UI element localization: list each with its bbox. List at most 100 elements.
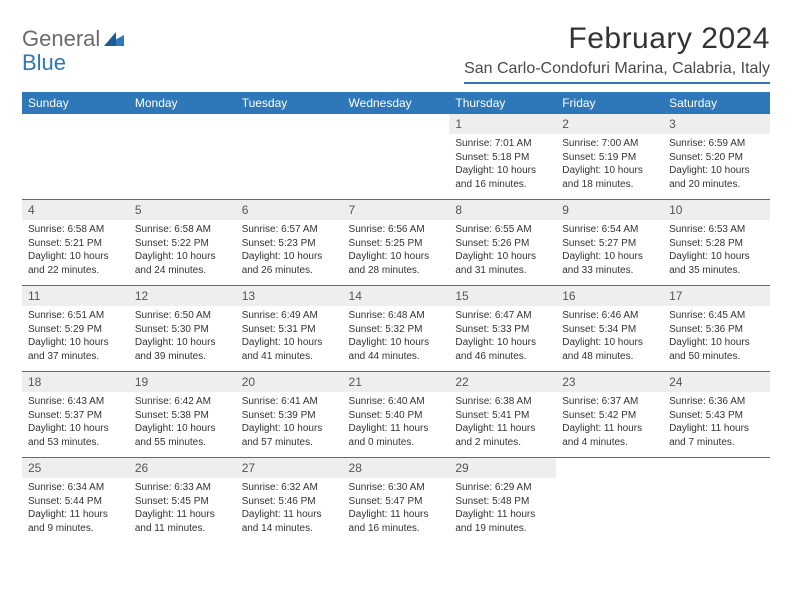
calendar-day-cell: 23Sunrise: 6:37 AMSunset: 5:42 PMDayligh… <box>556 372 663 458</box>
calendar-day-cell: 16Sunrise: 6:46 AMSunset: 5:34 PMDayligh… <box>556 286 663 372</box>
calendar-day-cell: .. <box>343 114 450 200</box>
day-details: Sunrise: 6:48 AMSunset: 5:32 PMDaylight:… <box>343 306 450 371</box>
day-details: Sunrise: 6:59 AMSunset: 5:20 PMDaylight:… <box>663 134 770 199</box>
day-number: 2 <box>556 114 663 134</box>
day-details: Sunrise: 6:55 AMSunset: 5:26 PMDaylight:… <box>449 220 556 285</box>
day-details: Sunrise: 6:46 AMSunset: 5:34 PMDaylight:… <box>556 306 663 371</box>
calendar-day-cell: 21Sunrise: 6:40 AMSunset: 5:40 PMDayligh… <box>343 372 450 458</box>
calendar-day-cell: 15Sunrise: 6:47 AMSunset: 5:33 PMDayligh… <box>449 286 556 372</box>
weekday-header: Friday <box>556 92 663 114</box>
day-details: Sunrise: 6:58 AMSunset: 5:21 PMDaylight:… <box>22 220 129 285</box>
calendar-day-cell: 24Sunrise: 6:36 AMSunset: 5:43 PMDayligh… <box>663 372 770 458</box>
calendar-week-row: 4Sunrise: 6:58 AMSunset: 5:21 PMDaylight… <box>22 200 770 286</box>
day-number: 23 <box>556 372 663 392</box>
day-details: Sunrise: 6:36 AMSunset: 5:43 PMDaylight:… <box>663 392 770 457</box>
calendar-day-cell: 22Sunrise: 6:38 AMSunset: 5:41 PMDayligh… <box>449 372 556 458</box>
calendar-day-cell: 8Sunrise: 6:55 AMSunset: 5:26 PMDaylight… <box>449 200 556 286</box>
logo: GeneralBlue <box>22 22 124 76</box>
day-number: 17 <box>663 286 770 306</box>
day-details: Sunrise: 6:58 AMSunset: 5:22 PMDaylight:… <box>129 220 236 285</box>
calendar-day-cell: 5Sunrise: 6:58 AMSunset: 5:22 PMDaylight… <box>129 200 236 286</box>
day-number: 13 <box>236 286 343 306</box>
day-number: 15 <box>449 286 556 306</box>
calendar-header-row: SundayMondayTuesdayWednesdayThursdayFrid… <box>22 92 770 114</box>
day-details: Sunrise: 6:45 AMSunset: 5:36 PMDaylight:… <box>663 306 770 371</box>
calendar-day-cell: 12Sunrise: 6:50 AMSunset: 5:30 PMDayligh… <box>129 286 236 372</box>
calendar-day-cell: 6Sunrise: 6:57 AMSunset: 5:23 PMDaylight… <box>236 200 343 286</box>
calendar-day-cell: 14Sunrise: 6:48 AMSunset: 5:32 PMDayligh… <box>343 286 450 372</box>
calendar-day-cell: 17Sunrise: 6:45 AMSunset: 5:36 PMDayligh… <box>663 286 770 372</box>
day-number: 21 <box>343 372 450 392</box>
calendar-day-cell: .. <box>236 114 343 200</box>
day-number: 20 <box>236 372 343 392</box>
calendar-week-row: ........1Sunrise: 7:01 AMSunset: 5:18 PM… <box>22 114 770 200</box>
day-number: 19 <box>129 372 236 392</box>
day-details: Sunrise: 6:42 AMSunset: 5:38 PMDaylight:… <box>129 392 236 457</box>
day-details: Sunrise: 6:43 AMSunset: 5:37 PMDaylight:… <box>22 392 129 457</box>
day-details: Sunrise: 6:40 AMSunset: 5:40 PMDaylight:… <box>343 392 450 457</box>
day-details: Sunrise: 6:53 AMSunset: 5:28 PMDaylight:… <box>663 220 770 285</box>
calendar-day-cell: 7Sunrise: 6:56 AMSunset: 5:25 PMDaylight… <box>343 200 450 286</box>
calendar-day-cell: 1Sunrise: 7:01 AMSunset: 5:18 PMDaylight… <box>449 114 556 200</box>
calendar-week-row: 18Sunrise: 6:43 AMSunset: 5:37 PMDayligh… <box>22 372 770 458</box>
day-number: 7 <box>343 200 450 220</box>
day-number: 29 <box>449 458 556 478</box>
day-details: Sunrise: 6:49 AMSunset: 5:31 PMDaylight:… <box>236 306 343 371</box>
logo-icon <box>104 26 124 52</box>
day-details: Sunrise: 6:38 AMSunset: 5:41 PMDaylight:… <box>449 392 556 457</box>
day-number: 14 <box>343 286 450 306</box>
day-details: Sunrise: 6:37 AMSunset: 5:42 PMDaylight:… <box>556 392 663 457</box>
day-number: 9 <box>556 200 663 220</box>
calendar-week-row: 11Sunrise: 6:51 AMSunset: 5:29 PMDayligh… <box>22 286 770 372</box>
calendar-day-cell: 10Sunrise: 6:53 AMSunset: 5:28 PMDayligh… <box>663 200 770 286</box>
calendar-day-cell: 4Sunrise: 6:58 AMSunset: 5:21 PMDaylight… <box>22 200 129 286</box>
calendar-day-cell: 20Sunrise: 6:41 AMSunset: 5:39 PMDayligh… <box>236 372 343 458</box>
calendar-day-cell: .. <box>22 114 129 200</box>
day-details: Sunrise: 6:56 AMSunset: 5:25 PMDaylight:… <box>343 220 450 285</box>
day-number: 22 <box>449 372 556 392</box>
day-details: Sunrise: 7:00 AMSunset: 5:19 PMDaylight:… <box>556 134 663 199</box>
location: San Carlo-Condofuri Marina, Calabria, It… <box>464 60 770 84</box>
day-number: 4 <box>22 200 129 220</box>
day-number: 24 <box>663 372 770 392</box>
day-details: Sunrise: 6:34 AMSunset: 5:44 PMDaylight:… <box>22 478 129 543</box>
calendar-day-cell: 2Sunrise: 7:00 AMSunset: 5:19 PMDaylight… <box>556 114 663 200</box>
calendar-day-cell: 27Sunrise: 6:32 AMSunset: 5:46 PMDayligh… <box>236 458 343 544</box>
calendar-day-cell: .. <box>663 458 770 544</box>
day-details: Sunrise: 6:33 AMSunset: 5:45 PMDaylight:… <box>129 478 236 543</box>
day-details: Sunrise: 6:57 AMSunset: 5:23 PMDaylight:… <box>236 220 343 285</box>
day-number: 5 <box>129 200 236 220</box>
logo-text-general: General <box>22 26 100 52</box>
day-number: 25 <box>22 458 129 478</box>
calendar-day-cell: 29Sunrise: 6:29 AMSunset: 5:48 PMDayligh… <box>449 458 556 544</box>
calendar-day-cell: 28Sunrise: 6:30 AMSunset: 5:47 PMDayligh… <box>343 458 450 544</box>
day-number: 6 <box>236 200 343 220</box>
day-number: 11 <box>22 286 129 306</box>
calendar-day-cell: 18Sunrise: 6:43 AMSunset: 5:37 PMDayligh… <box>22 372 129 458</box>
calendar-day-cell: 19Sunrise: 6:42 AMSunset: 5:38 PMDayligh… <box>129 372 236 458</box>
day-number: 8 <box>449 200 556 220</box>
day-details: Sunrise: 6:47 AMSunset: 5:33 PMDaylight:… <box>449 306 556 371</box>
day-number: 10 <box>663 200 770 220</box>
weekday-header: Thursday <box>449 92 556 114</box>
day-details: Sunrise: 6:51 AMSunset: 5:29 PMDaylight:… <box>22 306 129 371</box>
weekday-header: Wednesday <box>343 92 450 114</box>
weekday-header: Saturday <box>663 92 770 114</box>
weekday-header: Monday <box>129 92 236 114</box>
day-details: Sunrise: 6:29 AMSunset: 5:48 PMDaylight:… <box>449 478 556 543</box>
calendar-day-cell: 9Sunrise: 6:54 AMSunset: 5:27 PMDaylight… <box>556 200 663 286</box>
day-details: Sunrise: 6:54 AMSunset: 5:27 PMDaylight:… <box>556 220 663 285</box>
calendar-day-cell: 26Sunrise: 6:33 AMSunset: 5:45 PMDayligh… <box>129 458 236 544</box>
title-block: February 2024 San Carlo-Condofuri Marina… <box>464 22 770 84</box>
day-number: 28 <box>343 458 450 478</box>
day-number: 27 <box>236 458 343 478</box>
day-number: 18 <box>22 372 129 392</box>
calendar-day-cell: .. <box>129 114 236 200</box>
logo-text-blue: Blue <box>22 50 66 76</box>
calendar-table: SundayMondayTuesdayWednesdayThursdayFrid… <box>22 92 770 543</box>
day-details: Sunrise: 6:32 AMSunset: 5:46 PMDaylight:… <box>236 478 343 543</box>
weekday-header: Sunday <box>22 92 129 114</box>
day-number: 26 <box>129 458 236 478</box>
calendar-day-cell: 11Sunrise: 6:51 AMSunset: 5:29 PMDayligh… <box>22 286 129 372</box>
weekday-header: Tuesday <box>236 92 343 114</box>
